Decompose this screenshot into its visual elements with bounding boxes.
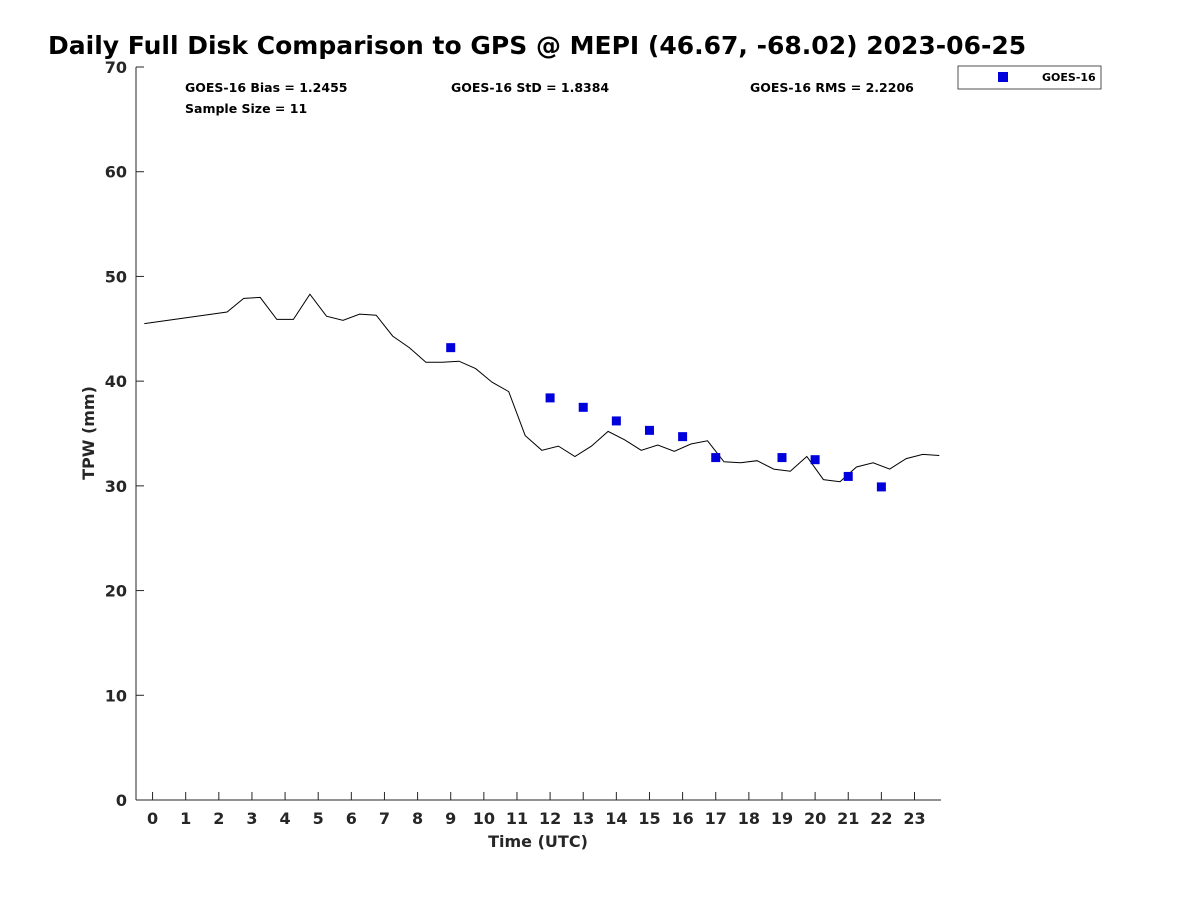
x-tick-label: 12 <box>539 809 561 828</box>
x-tick-label: 10 <box>473 809 495 828</box>
goes16-point <box>843 471 853 481</box>
legend-label-goes16: GOES-16 <box>1042 71 1096 84</box>
stat-rms: GOES-16 RMS = 2.2206 <box>750 80 914 95</box>
y-axis-label: TPW (mm) <box>79 386 98 480</box>
x-tick-label: 18 <box>738 809 760 828</box>
x-tick-label: 3 <box>246 809 257 828</box>
chart-title: Daily Full Disk Comparison to GPS @ MEPI… <box>48 31 1026 60</box>
x-tick-label: 6 <box>346 809 357 828</box>
x-tick-label: 13 <box>572 809 594 828</box>
x-tick-label: 4 <box>280 809 291 828</box>
y-tick-label: 40 <box>105 372 127 391</box>
y-tick-label: 0 <box>116 791 127 810</box>
y-ticks: 0 10 20 30 40 50 60 70 <box>105 58 144 810</box>
legend-marker <box>998 72 1008 82</box>
x-tick-label: 16 <box>671 809 693 828</box>
x-tick-label: 21 <box>837 809 859 828</box>
goes16-point <box>644 425 654 435</box>
x-tick-label: 0 <box>147 809 158 828</box>
legend: GOES-16 <box>957 65 1102 90</box>
goes16-point <box>678 432 688 442</box>
y-tick-label: 20 <box>105 582 127 601</box>
y-tick-label: 70 <box>105 58 127 77</box>
x-tick-label: 11 <box>506 809 528 828</box>
goes16-point <box>711 453 721 463</box>
x-tick-label: 8 <box>412 809 423 828</box>
x-tick-label: 7 <box>379 809 390 828</box>
y-tick-label: 50 <box>105 267 127 286</box>
goes16-point <box>777 453 787 463</box>
y-tick-label: 60 <box>105 163 127 182</box>
goes16-point <box>545 393 555 403</box>
stats-annotations: GOES-16 Bias = 1.2455 GOES-16 StD = 1.83… <box>185 80 914 116</box>
goes16-point <box>578 402 588 412</box>
x-tick-label: 17 <box>705 809 727 828</box>
goes16-point <box>446 343 456 353</box>
x-ticks: 0 1 2 3 4 5 6 7 8 9 10 11 12 13 14 15 16 17 18 19 20 21 22 23 <box>147 792 926 828</box>
x-tick-label: 20 <box>804 809 826 828</box>
goes16-markers <box>446 343 886 492</box>
stat-std: GOES-16 StD = 1.8384 <box>451 80 609 95</box>
legend-box <box>957 65 1102 90</box>
x-tick-label: 22 <box>870 809 892 828</box>
x-tick-label: 14 <box>605 809 627 828</box>
x-tick-label: 19 <box>771 809 793 828</box>
x-tick-label: 2 <box>213 809 224 828</box>
x-tick-label: 23 <box>903 809 925 828</box>
y-tick-label: 30 <box>105 477 127 496</box>
goes16-point <box>810 455 820 465</box>
stat-bias: GOES-16 Bias = 1.2455 <box>185 80 347 95</box>
gps-series-line <box>144 293 940 483</box>
goes16-point <box>611 416 621 426</box>
x-tick-label: 5 <box>313 809 324 828</box>
x-tick-label: 9 <box>445 809 456 828</box>
goes16-point <box>876 482 886 492</box>
x-tick-label: 1 <box>180 809 191 828</box>
y-tick-label: 10 <box>105 686 127 705</box>
stat-sample-size: Sample Size = 11 <box>185 101 307 116</box>
x-axis-label: Time (UTC) <box>488 832 588 851</box>
x-tick-label: 15 <box>638 809 660 828</box>
